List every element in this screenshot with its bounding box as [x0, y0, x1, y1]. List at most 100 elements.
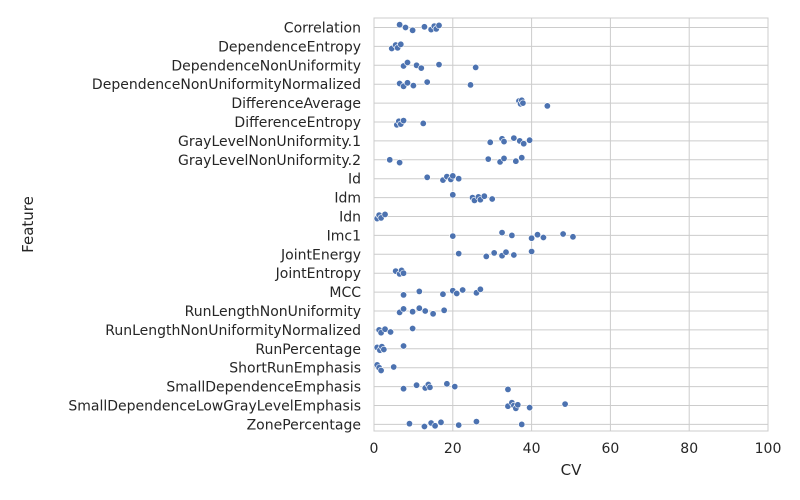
data-point: [539, 234, 547, 242]
data-point: [415, 304, 423, 312]
data-point: [400, 269, 408, 277]
data-point: [440, 306, 448, 314]
data-point: [435, 21, 443, 29]
data-point: [526, 404, 534, 412]
data-point: [426, 383, 434, 391]
data-point: [403, 58, 411, 66]
data-point: [534, 231, 542, 239]
data-point: [453, 289, 461, 297]
y-tick-label: RunPercentage: [255, 342, 361, 358]
data-point: [526, 136, 534, 144]
data-point: [528, 248, 536, 256]
y-tick-label: Correlation: [284, 21, 361, 37]
data-point: [409, 82, 417, 90]
data-point: [486, 138, 494, 146]
y-tick-label: DependenceNonUniformityNormalized: [92, 77, 361, 93]
y-tick-label: GrayLevelNonUniformity.2: [178, 153, 361, 169]
data-point: [400, 342, 408, 350]
y-tick-label: JointEntropy: [275, 266, 361, 282]
data-point: [405, 420, 413, 428]
data-point: [514, 401, 522, 409]
data-point: [504, 385, 512, 393]
data-point: [413, 381, 421, 389]
x-tick-label: 60: [601, 441, 619, 457]
data-point: [386, 156, 394, 164]
data-point: [397, 40, 405, 48]
data-point: [419, 119, 427, 127]
data-point: [528, 234, 536, 242]
y-tick-label: Imc1: [327, 228, 361, 244]
x-tick-label: 80: [680, 441, 698, 457]
y-axis-label: Feature: [19, 196, 37, 253]
x-tick-labels: 0 20 40 60 80 100: [370, 441, 782, 457]
data-point: [435, 61, 443, 69]
data-point: [508, 231, 516, 239]
y-tick-label: ShortRunEmphasis: [229, 361, 361, 377]
data-point: [500, 154, 508, 162]
data-point: [455, 421, 463, 429]
data-point: [390, 363, 398, 371]
data-point: [510, 251, 518, 259]
y-tick-label: Idm: [334, 191, 361, 207]
data-point: [449, 191, 457, 199]
data-point: [387, 328, 395, 336]
data-point: [381, 325, 389, 333]
y-tick-label: MCC: [329, 285, 361, 301]
y-tick-label: Id: [348, 172, 361, 188]
data-point: [510, 134, 518, 142]
data-point: [420, 422, 428, 430]
data-point: [484, 155, 492, 163]
y-tick-label: DifferenceAverage: [231, 96, 361, 112]
data-point: [459, 286, 467, 294]
data-point: [409, 26, 417, 34]
x-axis-label: CV: [561, 461, 582, 479]
data-point: [482, 252, 490, 260]
data-point: [569, 233, 577, 241]
data-point: [449, 232, 457, 240]
data-point: [519, 99, 527, 107]
data-point: [420, 23, 428, 31]
y-tick-labels: Correlation DependenceEntropy DependenceNo…: [68, 21, 361, 434]
data-point: [518, 154, 526, 162]
y-tick-label: Idn: [339, 210, 361, 226]
data-point: [431, 422, 439, 430]
y-tick-label: RunLengthNonUniformity: [185, 304, 361, 320]
x-tick-label: 0: [370, 441, 379, 457]
data-point: [455, 175, 463, 183]
y-tick-label: DependenceNonUniformity: [171, 58, 361, 74]
data-point: [498, 229, 506, 237]
data-point: [543, 102, 551, 110]
data-point: [559, 230, 567, 238]
data-point: [400, 385, 408, 393]
data-point: [417, 64, 425, 72]
data-point: [472, 418, 480, 426]
data-point: [409, 308, 417, 316]
data-point: [381, 210, 389, 218]
y-tick-label: DifferenceEntropy: [234, 115, 361, 131]
data-point: [467, 81, 475, 89]
data-point: [415, 287, 423, 295]
data-point: [451, 383, 459, 391]
data-point: [449, 172, 457, 180]
data-point: [400, 117, 408, 125]
data-point: [377, 366, 385, 374]
data-point: [512, 157, 520, 165]
data-point: [400, 305, 408, 313]
y-tick-label: ZonePercentage: [247, 417, 361, 433]
y-tick-label: GrayLevelNonUniformity.1: [178, 134, 361, 150]
y-tick-label: JointEnergy: [280, 247, 361, 263]
data-point: [402, 23, 410, 31]
data-point: [561, 400, 569, 408]
data-point: [488, 195, 496, 203]
data-point: [403, 79, 411, 87]
data-point: [429, 310, 437, 318]
data-point: [380, 345, 388, 353]
x-tick-label: 20: [444, 441, 462, 457]
y-tick-label: RunLengthNonUniformityNormalized: [105, 323, 361, 339]
data-point: [437, 418, 445, 426]
data-point: [423, 173, 431, 181]
plot-background: [373, 17, 769, 432]
data-point: [455, 250, 463, 258]
data-point: [421, 307, 429, 315]
data-point: [439, 290, 447, 298]
